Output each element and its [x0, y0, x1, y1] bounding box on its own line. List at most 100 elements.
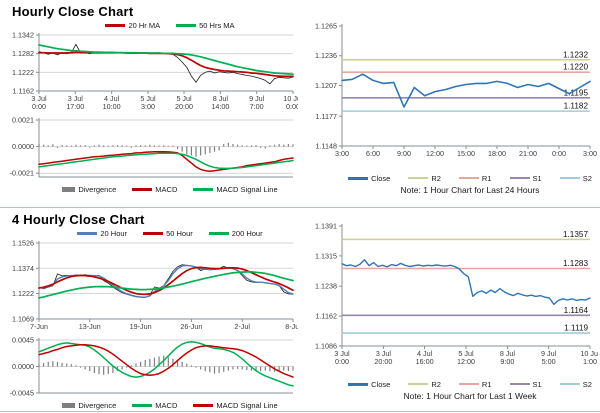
legend-item-50hr-ma: 50 Hrs MA — [176, 20, 235, 30]
four-hourly-sr-chart: 1.1391 1.1315 1.1238 1.1162 1.1086 1.1357 1.12… — [300, 220, 600, 378]
four-hourly-sr-legend: Close R2 R1 S1 S2 — [300, 378, 600, 390]
legend-item-r1: R1 — [458, 379, 492, 389]
svg-text:8-Jul: 8-Jul — [285, 322, 298, 331]
svg-text:1.1164: 1.1164 — [564, 306, 589, 315]
200hour-line-swatch — [208, 231, 229, 235]
legend-label: S2 — [582, 173, 592, 183]
four-hourly-macd-chart: 0.0045 0.0000 -0.0045 — [0, 335, 300, 399]
four-hourly-price-chart: 1.1526 1.1374 1.1222 1.1069 7-Jun 13-Jun 19-Ju… — [0, 239, 300, 335]
r2-line-swatch — [408, 383, 429, 385]
svg-text:1.1162: 1.1162 — [13, 87, 34, 96]
svg-text:1.1069: 1.1069 — [12, 315, 34, 324]
s2-line-swatch — [559, 177, 580, 179]
divergence-bar-swatch — [62, 186, 76, 192]
macd-line-swatch — [132, 403, 153, 407]
legend-item-macd-signal: MACD Signal Line — [193, 400, 278, 410]
svg-text:1.1236: 1.1236 — [315, 51, 337, 60]
svg-text:1.1391: 1.1391 — [315, 222, 337, 231]
svg-text:1.1162: 1.1162 — [316, 312, 337, 321]
legend-label: R1 — [481, 379, 492, 389]
legend-label: MACD Signal Line — [216, 400, 278, 410]
legend-item-200hour: 200 Hour — [208, 228, 263, 238]
four-hourly-section: 4 Hourly Close Chart 20 Hour 50 Hour 200… — [0, 208, 600, 412]
legend-label: Close — [371, 173, 391, 183]
divergence-bar-swatch — [62, 402, 76, 408]
svg-text:0.0000: 0.0000 — [12, 142, 34, 151]
legend-item-s2: S2 — [559, 173, 592, 183]
four-hourly-close-panel: 4 Hourly Close Chart 20 Hour 50 Hour 200… — [0, 208, 300, 411]
svg-text:0:00: 0:00 — [552, 149, 566, 158]
hourly-sr-chart: 1.1265 1.1236 1.1207 1.1177 1.1148 1.1232 1.12… — [300, 20, 600, 172]
svg-text:-0.0021: -0.0021 — [10, 169, 34, 178]
legend-item-divergence: Divergence — [62, 401, 116, 410]
hourly-sr-note: Note: 1 Hour Chart for Last 24 Hours — [400, 185, 540, 195]
svg-text:18:00: 18:00 — [488, 149, 506, 158]
legend-item-close: Close — [348, 380, 390, 389]
legend-item-20hr-ma: 20 Hr MA — [105, 21, 160, 30]
hourly-sr-panel: 1.1265 1.1236 1.1207 1.1177 1.1148 1.1232 1.12… — [300, 0, 600, 207]
legend-label: S1 — [532, 173, 542, 183]
legend-label: 50 Hour — [166, 228, 193, 238]
s1-line-swatch — [509, 383, 530, 385]
legend-item-macd: MACD — [132, 185, 177, 194]
macd-signal-line-swatch — [193, 187, 214, 191]
legend-item-20hour: 20 Hour — [77, 229, 127, 238]
svg-text:-0.0045: -0.0045 — [10, 389, 34, 398]
four-hourly-ma-legend: 20 Hour 50 Hour 200 Hour — [0, 227, 300, 239]
legend-label: 50 Hrs MA — [199, 20, 235, 30]
legend-item-macd: MACD — [132, 401, 177, 410]
legend-item-s1: S1 — [509, 380, 542, 389]
svg-text:1.1283: 1.1283 — [563, 259, 588, 268]
close-line-swatch — [348, 382, 369, 386]
hourly-macd-legend: Divergence MACD MACD Signal Line — [0, 183, 300, 195]
legend-label: 20 Hr MA — [128, 20, 161, 30]
four-hourly-sr-note: Note: 1 Hour Chart for Last 1 Week — [403, 391, 537, 401]
r2-line-swatch — [408, 177, 429, 179]
legend-label: S2 — [582, 379, 592, 389]
svg-text:1.1315: 1.1315 — [315, 251, 337, 260]
four-hourly-macd-legend: Divergence MACD MACD Signal Line — [0, 399, 300, 411]
svg-text:0.0000: 0.0000 — [12, 362, 34, 371]
svg-text:1.1526: 1.1526 — [12, 239, 34, 248]
legend-item-divergence: Divergence — [62, 185, 116, 194]
macd-line-swatch — [132, 187, 153, 191]
svg-text:3:00: 3:00 — [335, 149, 349, 158]
svg-text:0.0021: 0.0021 — [12, 116, 34, 125]
svg-text:1.1220: 1.1220 — [563, 63, 588, 72]
svg-text:12:00: 12:00 — [426, 149, 444, 158]
legend-label: 200 Hour — [231, 228, 263, 238]
legend-label: Divergence — [78, 184, 117, 194]
svg-text:1.1232: 1.1232 — [563, 50, 588, 59]
svg-text:6:00: 6:00 — [366, 149, 380, 158]
legend-item-r2: R2 — [408, 380, 441, 389]
close-line-swatch — [348, 176, 369, 180]
svg-text:1.1119: 1.1119 — [564, 324, 588, 333]
50hour-line-swatch — [143, 231, 164, 235]
s2-line-swatch — [559, 383, 580, 385]
s1-line-swatch — [509, 177, 530, 179]
20hr-ma-line-swatch — [105, 23, 126, 27]
legend-item-50hour: 50 Hour — [143, 229, 193, 238]
svg-text:0.0045: 0.0045 — [12, 336, 34, 345]
legend-item-macd-signal: MACD Signal Line — [193, 185, 278, 194]
legend-label: MACD — [155, 400, 178, 410]
svg-text:1.1207: 1.1207 — [315, 81, 337, 90]
four-hourly-sr-panel: 1.1391 1.1315 1.1238 1.1162 1.1086 1.1357 1.12… — [300, 208, 600, 411]
hourly-ma-legend: 20 Hr MA 50 Hrs MA — [0, 19, 300, 31]
hourly-section: Hourly Close Chart 20 Hr MA 50 Hrs MA 1.… — [0, 0, 600, 208]
legend-label: 20 Hour — [100, 228, 128, 238]
svg-text:1.1148: 1.1148 — [316, 142, 337, 151]
